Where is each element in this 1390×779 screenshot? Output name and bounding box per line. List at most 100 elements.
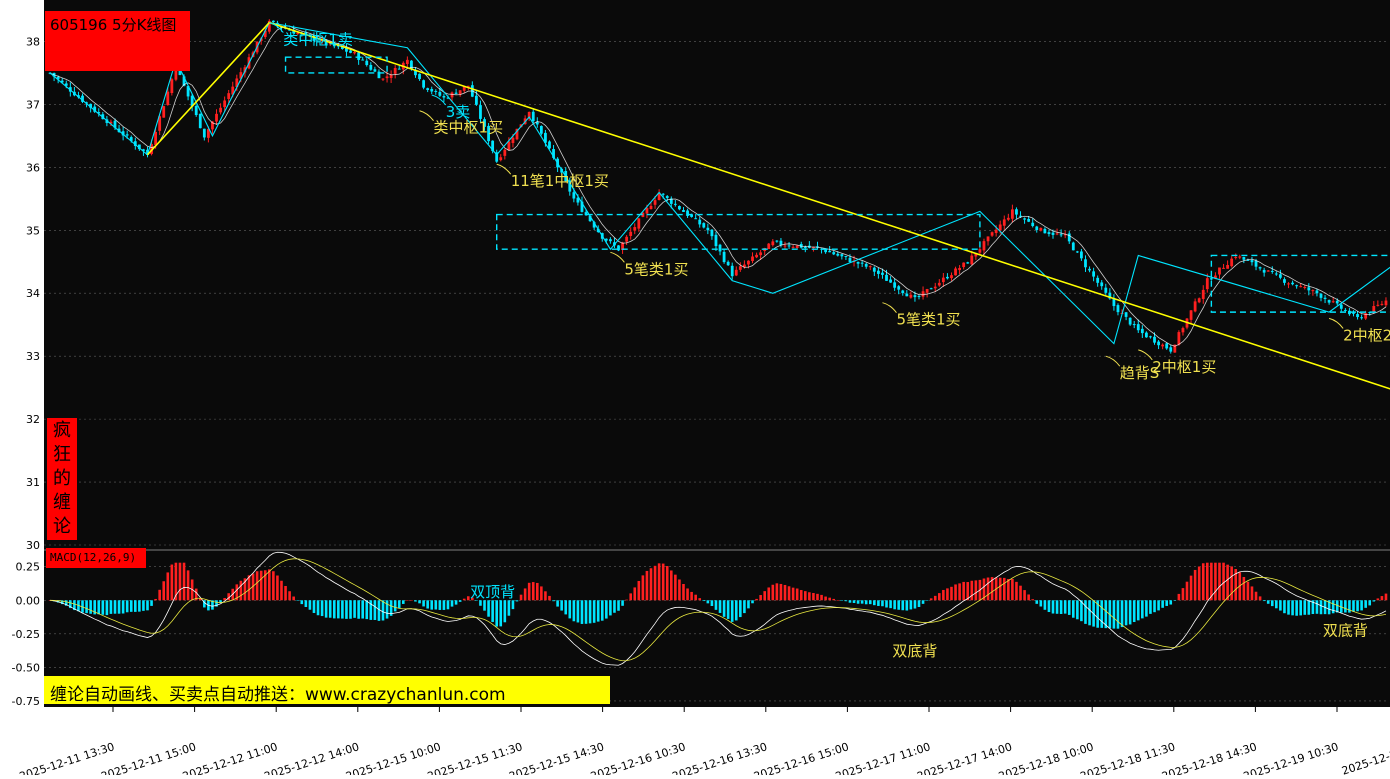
macd-annotation: 双底背 [1323,622,1368,640]
signal-arrow [1105,355,1121,367]
macd-histogram-bar [105,600,109,616]
macd-histogram-bar [832,598,836,601]
signal-arrow [1328,317,1344,329]
candle-body [1291,282,1294,285]
macd-histogram-bar [686,588,689,601]
macd-histogram-bar [194,588,198,601]
candle-body [511,137,515,144]
candle-body [673,203,677,205]
macd-histogram-bar [1067,600,1071,615]
macd-histogram-bar [483,600,486,611]
macd-histogram-bar [946,588,949,601]
macd-histogram-bar [665,566,669,601]
candle-body [393,68,397,74]
candle-body [231,86,235,95]
candle-body [474,95,478,105]
candle-body [316,41,320,43]
candle-body [730,265,734,277]
macd-histogram-bar [986,577,990,601]
macd-histogram-bar [276,575,279,601]
macd-histogram-bar [1262,600,1266,602]
macd-histogram-bar [109,600,113,614]
signal-annotation: 11笔1中枢1买 [511,172,609,190]
macd-histogram-bar [454,600,458,605]
candle-body [682,210,685,212]
candle-body [791,246,795,248]
candle-body [162,106,166,118]
signal-annotation: 类中枢1卖 [283,31,353,49]
macd-histogram-bar [1047,600,1051,613]
candle-body [483,119,486,127]
macd-histogram-bar [1210,562,1213,601]
macd-histogram-bar [1266,600,1270,604]
macd-histogram-bar [308,600,312,610]
macd-histogram-bar [69,600,72,609]
candle-body [747,260,750,265]
candle-body [1246,259,1250,261]
candle-body [844,256,848,258]
bi-stroke-line [49,21,1390,345]
macd-histogram-bar [507,600,511,616]
candle-body [1027,218,1031,222]
candle-body [1006,217,1010,220]
candle-body [787,245,791,247]
macd-histogram-bar [475,600,478,601]
candle-body [706,227,710,231]
macd-histogram-bar [938,593,941,601]
candle-body [669,198,673,204]
price-tick-label: 35 [26,224,40,237]
macd-histogram-bar [751,600,754,604]
macd-histogram-bar [272,571,275,601]
candle-body [263,30,267,38]
macd-histogram-bar [215,600,218,607]
macd-histogram-bar [219,600,222,603]
macd-histogram-bar [1145,600,1148,617]
candle-body [1266,270,1270,272]
candle-body [966,262,970,264]
macd-histogram-bar [89,600,92,614]
candle-body [93,106,97,112]
macd-histogram-bar [1088,600,1091,626]
macd-histogram-bar [580,600,584,624]
macd-histogram-bar [917,600,921,607]
macd-histogram-bar [901,600,905,611]
signal-annotation: 2中枢2买 [1343,326,1390,344]
candle-body [539,125,543,134]
macd-histogram-bar [1035,600,1039,604]
candle-body [133,141,137,146]
candle-body [596,228,600,232]
candle-body [950,275,953,279]
macd-histogram-bar [540,586,543,601]
macd-histogram-bar [1128,600,1132,625]
macd-histogram-bar [1307,600,1311,615]
candle-body [1254,260,1258,267]
candle-body [121,131,125,136]
macd-histogram-bar [572,600,576,622]
candle-body [633,227,637,231]
macd-histogram-bar [328,600,332,618]
candle-body [1311,290,1315,292]
macd-histogram-bar [499,600,503,627]
promo-banner[interactable]: 缠论自动画线、买卖点自动推送：www.crazychanlun.com [44,676,610,705]
macd-histogram-bar [661,563,665,601]
candle-body [462,86,466,91]
candle-body [178,69,182,76]
macd-histogram-bar [775,583,779,601]
candle-body [734,269,738,276]
macd-histogram-bar [422,600,425,607]
macd-histogram-bar [885,600,888,608]
macd-histogram-bar [1007,579,1010,601]
candle-body [64,83,68,86]
candle-body [1360,317,1364,319]
candle-body [1173,344,1177,353]
candle-body [1327,300,1331,303]
signal-arrow [1138,349,1153,361]
macd-histogram-bar [402,600,405,604]
candle-body [572,192,576,199]
macd-histogram-bar [617,600,620,611]
macd-tick-label: 0.25 [16,561,41,574]
candle-body [170,79,174,94]
macd-histogram-bar [962,581,965,601]
candle-body [889,279,892,283]
